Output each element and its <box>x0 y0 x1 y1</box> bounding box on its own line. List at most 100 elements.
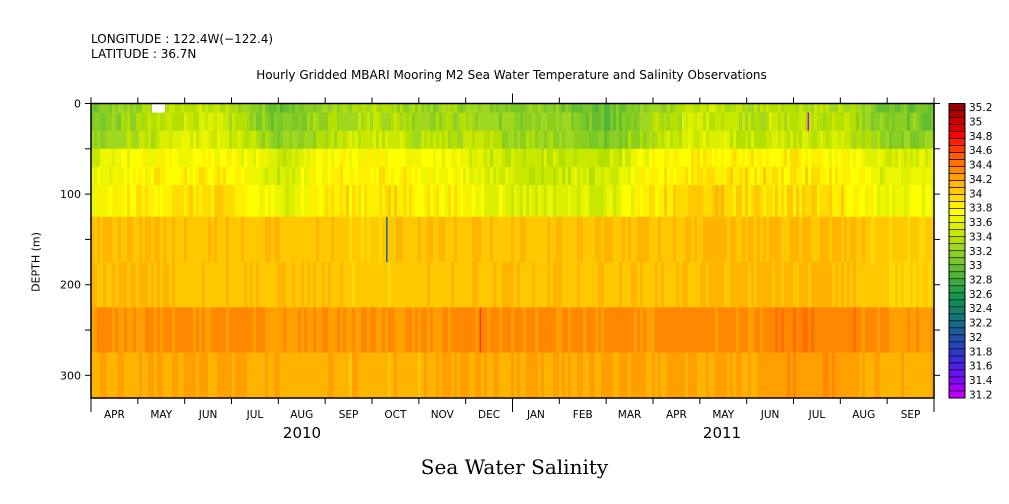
heatmap-cell <box>553 262 557 308</box>
heatmap-cell <box>802 103 806 113</box>
heatmap-cell <box>688 216 692 263</box>
heatmap-cell <box>484 130 488 150</box>
heatmap-cell <box>685 262 689 308</box>
heatmap-cell <box>337 103 341 113</box>
heatmap-cell <box>910 148 914 168</box>
heatmap-cell <box>571 112 575 131</box>
heatmap-cell <box>91 130 95 150</box>
heatmap-cell <box>190 185 194 218</box>
heatmap-cell <box>790 148 794 168</box>
heatmap-cell <box>202 262 206 308</box>
heatmap-cell <box>307 216 311 263</box>
heatmap-cell <box>205 352 209 399</box>
heatmap-cell <box>424 112 428 131</box>
heatmap-cell <box>847 166 851 186</box>
heatmap-cell <box>877 166 881 186</box>
heatmap-cell <box>370 185 374 218</box>
heatmap-cell <box>94 352 98 399</box>
heatmap-cell <box>754 352 758 399</box>
heatmap-cell <box>427 352 431 399</box>
heatmap-cell <box>556 112 560 131</box>
heatmap-cell <box>367 216 371 263</box>
heatmap-cell <box>544 166 548 186</box>
heatmap-cell <box>580 148 584 168</box>
heatmap-cell <box>907 166 911 186</box>
heatmap-cell <box>877 352 881 399</box>
heatmap-cell <box>208 103 212 113</box>
heatmap-cell <box>199 262 203 308</box>
heatmap-cell <box>676 262 680 308</box>
heatmap-cell <box>637 185 641 218</box>
heatmap-cell <box>238 130 242 150</box>
heatmap-cell <box>874 130 878 150</box>
heatmap-cell <box>496 112 500 131</box>
heatmap-cell <box>214 103 218 113</box>
colorbar-label: 32.4 <box>969 303 993 315</box>
colorbar-swatch <box>948 390 966 399</box>
heatmap-cell <box>286 307 290 353</box>
heatmap-cell <box>736 352 740 399</box>
heatmap-cell <box>724 130 728 150</box>
heatmap-cell <box>682 166 686 186</box>
heatmap-cell <box>226 216 230 263</box>
heatmap-cell <box>592 166 596 186</box>
heatmap-cell <box>598 307 602 353</box>
heatmap-cell <box>325 148 329 168</box>
heatmap-cell <box>334 148 338 168</box>
heatmap-cell <box>577 185 581 218</box>
heatmap-cell <box>451 103 455 113</box>
heatmap-cell <box>550 216 554 263</box>
heatmap-cell <box>913 216 917 263</box>
heatmap-cell <box>631 166 635 186</box>
heatmap-cell <box>859 307 863 353</box>
heatmap-cell <box>382 112 386 131</box>
heatmap-cell <box>886 262 890 308</box>
heatmap-cell <box>601 307 605 353</box>
heatmap-cell <box>466 185 470 218</box>
heatmap-cell <box>490 185 494 218</box>
heatmap-cell <box>505 352 509 399</box>
heatmap-cell <box>808 148 812 168</box>
heatmap-cell <box>514 148 518 168</box>
heatmap-cell <box>199 166 203 186</box>
heatmap-cell <box>808 185 812 218</box>
heatmap-cell <box>307 130 311 150</box>
heatmap-cell <box>424 185 428 218</box>
heatmap-cell <box>910 185 914 218</box>
heatmap-cell <box>448 148 452 168</box>
heatmap-cell <box>373 262 377 308</box>
heatmap-cell <box>472 185 476 218</box>
heatmap-cell <box>805 112 809 131</box>
heatmap-cell <box>115 352 119 399</box>
heatmap-cell <box>277 103 281 113</box>
heatmap-cell <box>214 185 218 218</box>
heatmap-cell <box>922 130 926 150</box>
heatmap-cell <box>853 148 857 168</box>
colorbar-label: 35.2 <box>969 102 992 114</box>
heatmap-cell <box>184 148 188 168</box>
heatmap-cell <box>892 185 896 218</box>
heatmap-cell <box>853 103 857 113</box>
heatmap-cell <box>739 166 743 186</box>
heatmap-cell <box>394 130 398 150</box>
depth-band-30-50 <box>91 130 935 150</box>
heatmap-cell <box>880 352 884 399</box>
heatmap-cell <box>784 216 788 263</box>
heatmap-cell <box>727 262 731 308</box>
heatmap-cell <box>502 307 506 353</box>
heatmap-cell <box>304 262 308 308</box>
heatmap-cell <box>340 185 344 218</box>
depth-band-275-325 <box>91 352 935 399</box>
heatmap-cell <box>163 216 167 263</box>
heatmap-cell <box>340 148 344 168</box>
heatmap-cell <box>358 103 362 113</box>
heatmap-cell <box>409 103 413 113</box>
heatmap-cell <box>154 166 158 186</box>
heatmap-cell <box>631 185 635 218</box>
heatmap-cell <box>466 216 470 263</box>
heatmap-cell <box>739 262 743 308</box>
heatmap-cell <box>238 148 242 168</box>
heatmap-cell <box>646 307 650 353</box>
heatmap-cell <box>760 262 764 308</box>
heatmap-cell <box>103 112 107 131</box>
